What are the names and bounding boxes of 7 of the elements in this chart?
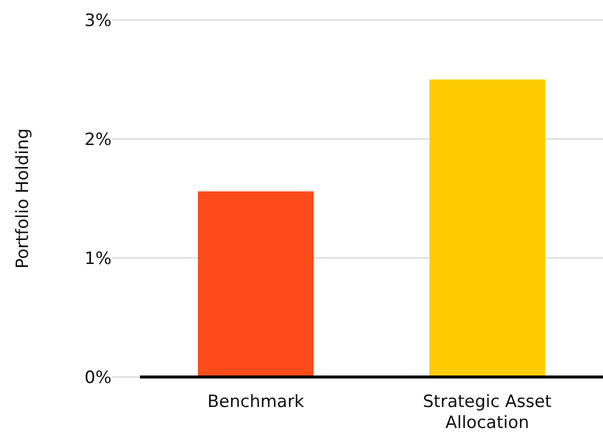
x-tick-label: Strategic Asset Allocation xyxy=(422,392,552,433)
y-tick-label: 2% xyxy=(84,130,112,150)
x-tick-label: Benchmark xyxy=(207,392,304,412)
y-tick-label: 0% xyxy=(84,368,112,388)
y-tick-label: 3% xyxy=(84,10,112,31)
y-axis-title: Portfolio Holding xyxy=(13,128,33,269)
y-tick-label: 1% xyxy=(84,248,112,269)
